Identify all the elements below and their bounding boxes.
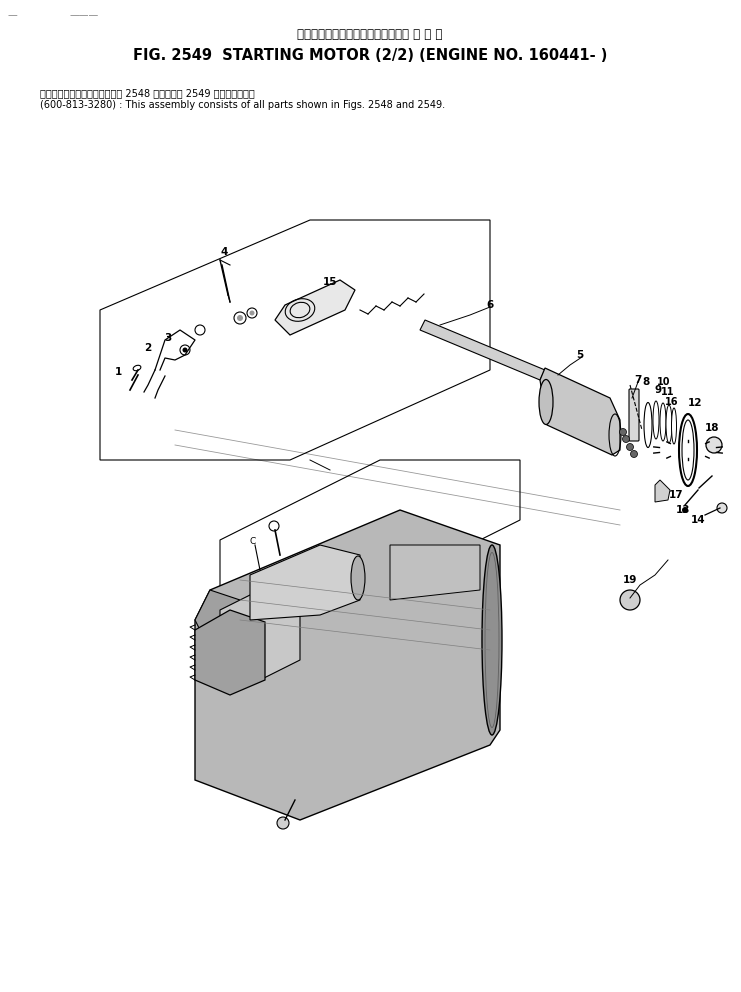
Polygon shape bbox=[390, 545, 480, 600]
Ellipse shape bbox=[660, 403, 666, 441]
Polygon shape bbox=[655, 480, 670, 502]
Polygon shape bbox=[420, 320, 545, 380]
Circle shape bbox=[626, 443, 634, 450]
Ellipse shape bbox=[644, 403, 652, 447]
Circle shape bbox=[706, 437, 722, 453]
Text: —: — bbox=[8, 10, 18, 20]
Circle shape bbox=[717, 503, 727, 513]
Circle shape bbox=[182, 347, 187, 352]
Circle shape bbox=[180, 345, 190, 355]
Text: このアセンブリの構成部品は第 2548 図および第 2549 図を含みます．: このアセンブリの構成部品は第 2548 図および第 2549 図を含みます． bbox=[40, 88, 255, 98]
Text: 2: 2 bbox=[144, 343, 152, 353]
Polygon shape bbox=[540, 368, 620, 455]
Text: 10: 10 bbox=[657, 377, 671, 387]
Ellipse shape bbox=[666, 405, 672, 443]
Text: 17: 17 bbox=[668, 490, 683, 500]
Polygon shape bbox=[195, 510, 500, 820]
Text: 11: 11 bbox=[661, 387, 675, 397]
Circle shape bbox=[622, 435, 630, 442]
Polygon shape bbox=[275, 280, 355, 335]
Ellipse shape bbox=[653, 401, 659, 439]
Circle shape bbox=[195, 325, 205, 335]
Text: 6: 6 bbox=[486, 300, 494, 310]
Text: 4: 4 bbox=[220, 247, 227, 257]
Text: 3: 3 bbox=[165, 333, 172, 343]
Circle shape bbox=[269, 521, 279, 531]
Polygon shape bbox=[195, 590, 240, 650]
Polygon shape bbox=[195, 610, 265, 695]
Polygon shape bbox=[250, 545, 360, 620]
Ellipse shape bbox=[133, 365, 141, 371]
Text: 14: 14 bbox=[691, 515, 705, 525]
Text: 16: 16 bbox=[665, 397, 679, 407]
Text: 7: 7 bbox=[634, 375, 642, 385]
Circle shape bbox=[234, 312, 246, 324]
Text: 15: 15 bbox=[323, 277, 337, 287]
Text: 9: 9 bbox=[654, 385, 662, 395]
Text: C: C bbox=[250, 538, 256, 547]
Text: 12: 12 bbox=[688, 398, 702, 408]
Text: ———: ——— bbox=[70, 10, 99, 20]
Text: FIG. 2549  STARTING MOTOR (2/2) (ENGINE NO. 160441- ): FIG. 2549 STARTING MOTOR (2/2) (ENGINE N… bbox=[133, 48, 607, 63]
Text: 13: 13 bbox=[676, 505, 691, 515]
Text: 18: 18 bbox=[705, 423, 720, 433]
Circle shape bbox=[619, 429, 626, 435]
Circle shape bbox=[631, 450, 637, 457]
Ellipse shape bbox=[539, 380, 553, 425]
Circle shape bbox=[247, 308, 257, 318]
Text: 1: 1 bbox=[114, 367, 122, 377]
Ellipse shape bbox=[671, 408, 677, 444]
Polygon shape bbox=[220, 590, 300, 680]
Circle shape bbox=[250, 310, 254, 315]
Text: 8: 8 bbox=[642, 377, 650, 387]
Circle shape bbox=[620, 590, 640, 610]
Text: 19: 19 bbox=[623, 575, 637, 585]
Circle shape bbox=[277, 817, 289, 829]
Text: 5: 5 bbox=[576, 350, 584, 360]
Ellipse shape bbox=[351, 556, 365, 600]
Text: (600-813-3280) : This assembly consists of all parts shown in Figs. 2548 and 254: (600-813-3280) : This assembly consists … bbox=[40, 100, 445, 110]
Text: スターティング　モータ　　　　適 用 号 機: スターティング モータ 適 用 号 機 bbox=[297, 28, 442, 41]
Circle shape bbox=[237, 315, 243, 321]
Ellipse shape bbox=[482, 545, 502, 735]
FancyBboxPatch shape bbox=[629, 389, 639, 441]
Circle shape bbox=[682, 507, 688, 513]
